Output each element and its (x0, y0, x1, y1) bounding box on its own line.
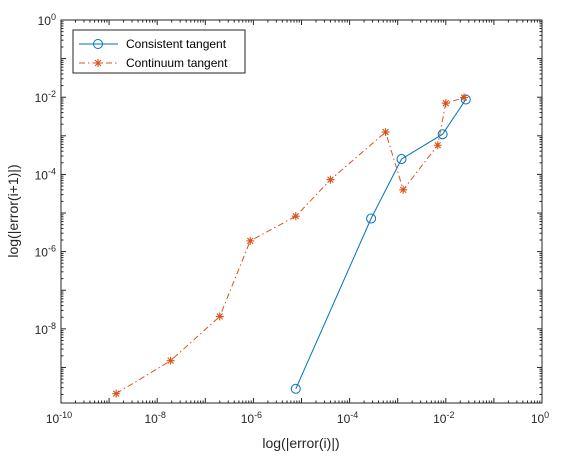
data-point (326, 175, 335, 184)
series-1 (290, 94, 471, 394)
axes-layer: 10-10 10-8 10-6 10-4 10-2 10010-810-610-410-2… (35, 12, 550, 426)
legend-label: Consistent tangent (126, 37, 227, 51)
tick-base: 10 (35, 323, 49, 337)
data-point (396, 154, 407, 165)
data-point (460, 93, 469, 102)
tick-exponent: -4 (350, 410, 358, 420)
legend-marker (93, 39, 103, 49)
data-point (381, 128, 390, 137)
series-2 (112, 93, 469, 398)
plot-area (61, 20, 542, 403)
tick-exponent: -6 (254, 410, 262, 420)
legend: Consistent tangent Continuum tangent (72, 29, 246, 74)
tick-exponent: -8 (158, 410, 166, 420)
y-tick-label: 100 (38, 12, 56, 28)
x-tick-label: 10-10 (46, 410, 72, 426)
legend-box (72, 29, 246, 74)
x-tick-label: 10-4 (337, 410, 358, 426)
tick-base: 10 (35, 91, 49, 105)
data-point (112, 389, 121, 398)
tick-exponent: -2 (48, 89, 56, 99)
y-tick-label: 10-8 (35, 321, 56, 337)
y-tick-label: 10-6 (35, 244, 56, 260)
data-point (437, 129, 448, 140)
tick-base: 10 (241, 412, 255, 426)
y-axis-label: log(|error(i+1)|) (5, 164, 21, 257)
x-tick-label: 10-8 (145, 410, 166, 426)
data-point (399, 185, 408, 194)
data-point (215, 312, 224, 321)
series-line (295, 99, 467, 390)
tick-base: 10 (145, 412, 159, 426)
tick-base: 10 (35, 168, 49, 182)
tick-base: 10 (531, 412, 545, 426)
x-axis-label: log(|error(i)|) (262, 435, 339, 451)
tick-base: 10 (433, 412, 447, 426)
data-point (366, 213, 377, 224)
tick-exponent: -8 (48, 321, 56, 331)
tick-exponent: 0 (544, 410, 549, 420)
data-point (433, 141, 442, 150)
tick-base: 10 (35, 246, 49, 260)
tick-exponent: 0 (51, 12, 56, 22)
data-point (291, 212, 300, 221)
tick-base: 10 (38, 14, 52, 28)
data-point (246, 236, 255, 245)
data-point (166, 356, 175, 365)
tick-base: 10 (337, 412, 351, 426)
series-layer (112, 93, 471, 398)
tick-exponent: -4 (48, 166, 56, 176)
legend-label: Continuum tangent (126, 56, 228, 70)
tick-exponent: -10 (59, 410, 72, 420)
x-tick-label: 10-2 (433, 410, 454, 426)
x-tick-label: 10-6 (241, 410, 262, 426)
y-tick-label: 10-2 (35, 89, 56, 105)
tick-exponent: -2 (446, 410, 454, 420)
data-point (441, 99, 450, 108)
tick-base: 10 (46, 412, 60, 426)
x-tick-label: 100 (531, 410, 549, 426)
data-point (290, 383, 301, 394)
legend-marker (94, 59, 102, 67)
data-point (460, 94, 471, 105)
y-tick-label: 10-4 (35, 166, 56, 182)
tick-exponent: -6 (48, 244, 56, 254)
